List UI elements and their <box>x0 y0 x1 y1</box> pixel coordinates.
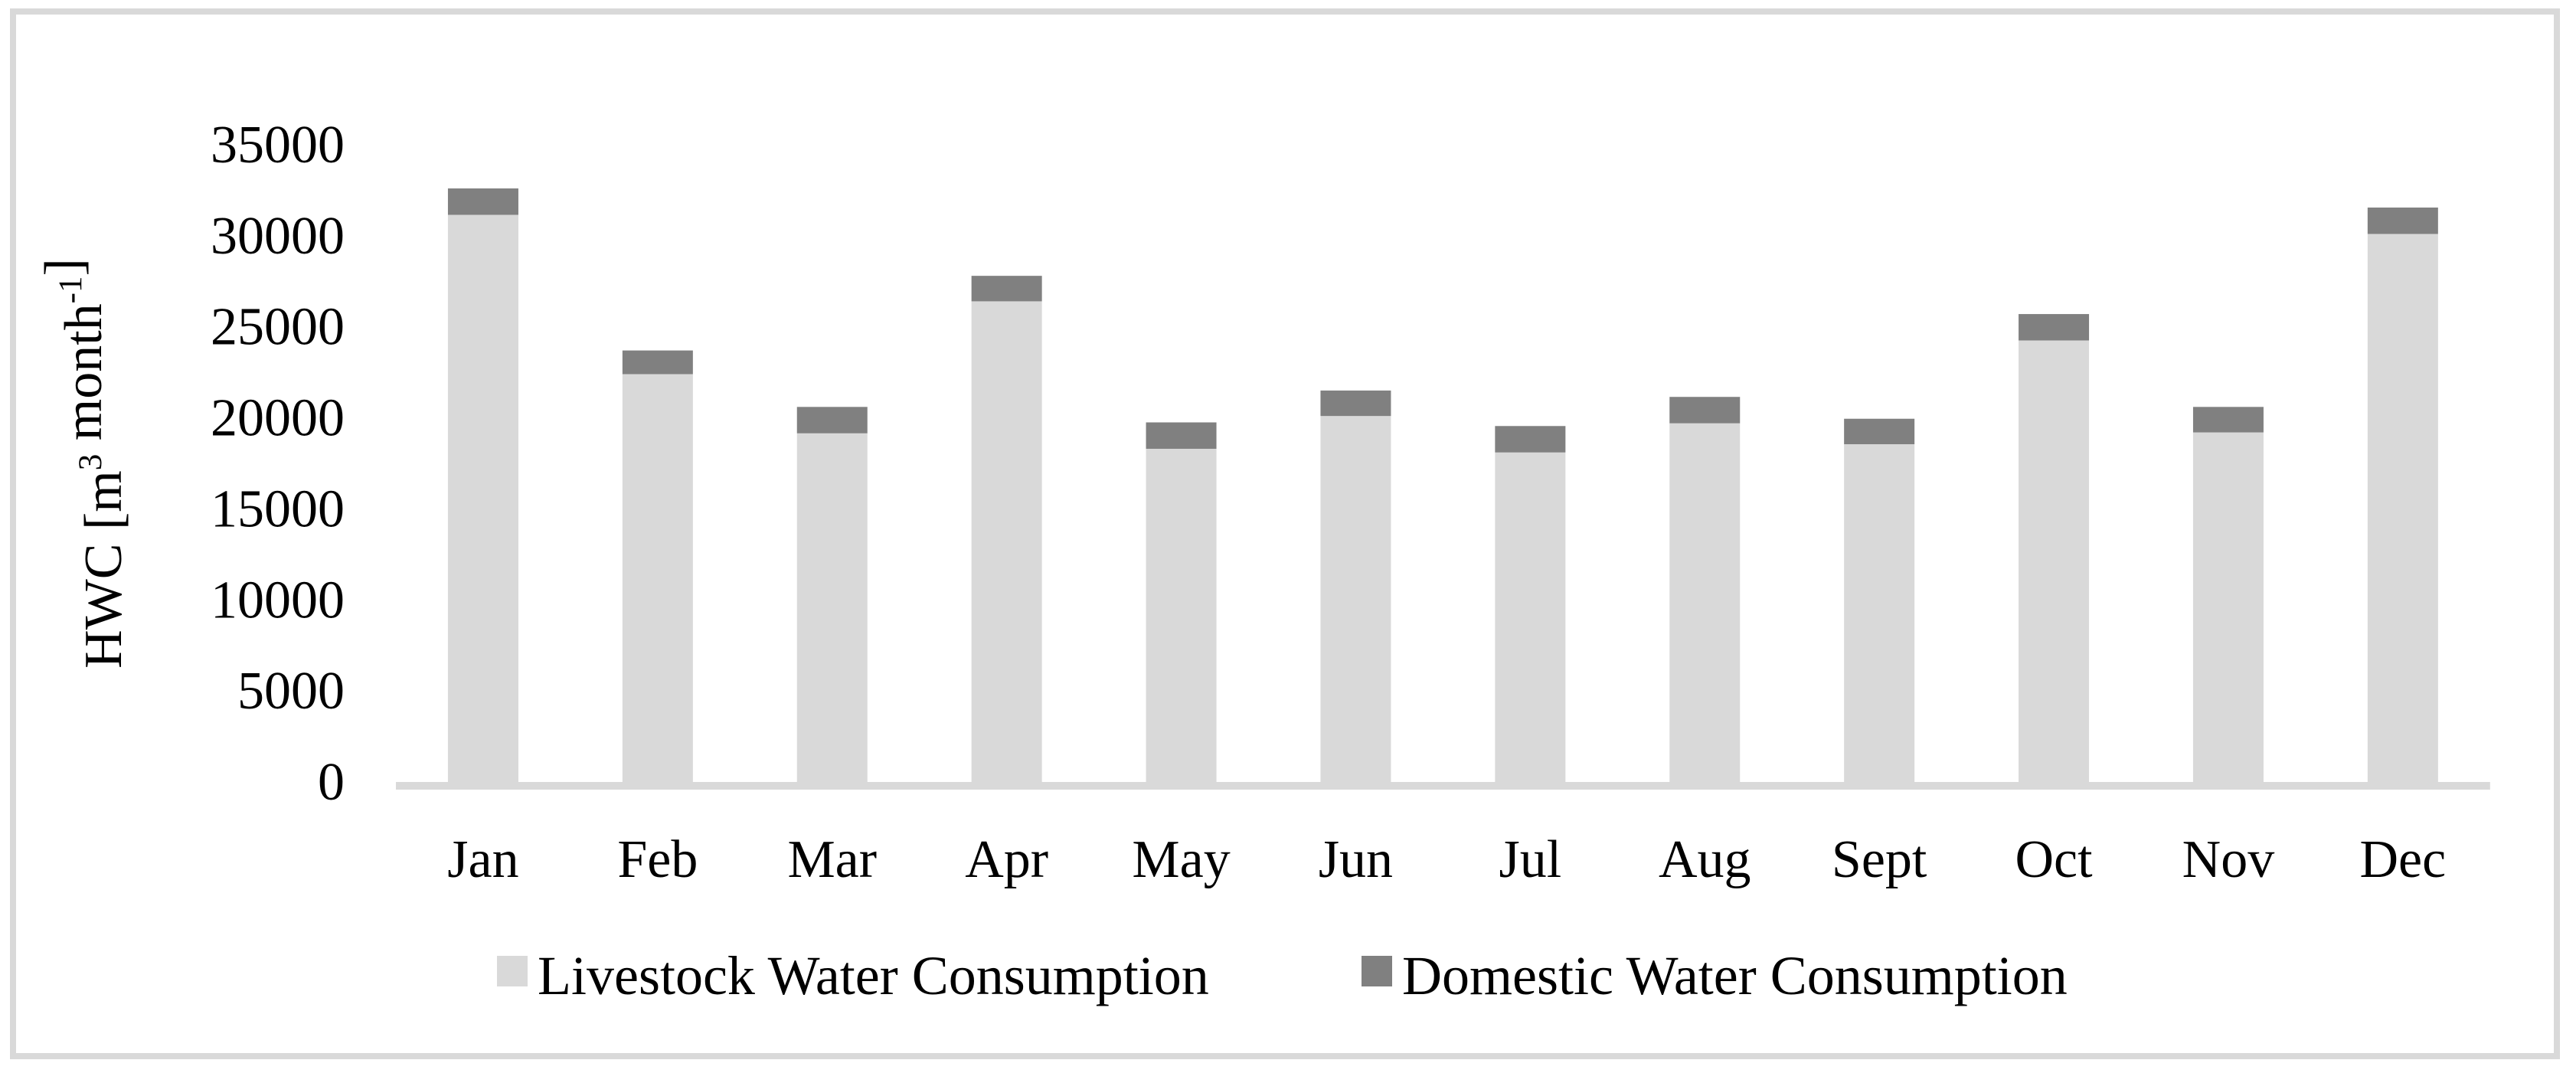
x-tick-label-sept: Sept <box>1832 830 1927 889</box>
x-axis: Jan Feb Mar Apr May Jun Jul Aug Sept Oct Nov Dec <box>447 830 2446 889</box>
y-axis: 0 5000 10000 15000 20000 25000 30000 35000 HWC [… <box>34 116 345 812</box>
legend: Livestock Water Consumption Domestic Wate… <box>497 945 2068 1006</box>
y-tick-label: 25000 <box>211 298 345 357</box>
y-tick-label: 15000 <box>211 479 345 538</box>
y-tick-label: 0 <box>318 753 345 812</box>
x-tick-label-mar: Mar <box>787 830 877 889</box>
y-tick-label: 5000 <box>237 662 345 721</box>
bar-domestic-jun <box>1320 390 1391 417</box>
x-tick-label-feb: Feb <box>617 830 698 889</box>
bar-livestock-mar <box>796 433 868 782</box>
bar-livestock-feb <box>622 374 693 782</box>
bar-domestic-sept <box>1844 418 1915 445</box>
x-tick-label-nov: Nov <box>2182 830 2275 889</box>
legend-swatch-domestic <box>1362 956 1392 986</box>
bar-livestock-jan <box>447 214 518 782</box>
legend-label-domestic: Domestic Water Consumption <box>1402 945 2068 1006</box>
bar-livestock-may <box>1146 448 1217 782</box>
bar-livestock-nov <box>2192 432 2264 782</box>
bar-livestock-dec <box>2367 234 2438 783</box>
bar-domestic-aug <box>1669 397 1741 424</box>
y-tick-label: 35000 <box>211 116 345 175</box>
x-tick-label-jul: Jul <box>1499 830 1561 889</box>
x-tick-label-aug: Aug <box>1659 830 1751 889</box>
y-tick-label: 30000 <box>211 207 345 266</box>
bar-livestock-oct <box>2019 340 2090 782</box>
x-tick-label-apr: Apr <box>965 830 1048 889</box>
x-tick-label-jan: Jan <box>447 830 518 889</box>
y-axis-title: HWC [m3 month-1] <box>34 258 133 669</box>
x-tick-label-jun: Jun <box>1319 830 1393 889</box>
bar-domestic-dec <box>2367 207 2438 234</box>
x-tick-label-dec: Dec <box>2359 830 2446 889</box>
legend-swatch-livestock <box>497 956 528 986</box>
bar-domestic-may <box>1146 422 1217 449</box>
bar-domestic-nov <box>2192 407 2264 433</box>
bar-livestock-apr <box>971 301 1042 782</box>
bar-domestic-jul <box>1495 426 1566 453</box>
bar-domestic-feb <box>622 350 693 375</box>
bar-domestic-mar <box>796 407 868 433</box>
plot-area <box>396 188 2490 790</box>
y-tick-label: 10000 <box>211 571 345 630</box>
bar-livestock-sept <box>1844 444 1915 782</box>
y-tick-label: 20000 <box>211 389 345 448</box>
bar-domestic-oct <box>2019 314 2090 341</box>
figure-frame <box>10 8 2560 1059</box>
x-tick-label-oct: Oct <box>2015 830 2094 889</box>
legend-label-livestock: Livestock Water Consumption <box>538 945 1209 1006</box>
bar-livestock-jul <box>1495 452 1566 782</box>
bar-domestic-apr <box>971 276 1042 302</box>
bar-livestock-jun <box>1320 416 1391 782</box>
bar-livestock-aug <box>1669 423 1741 782</box>
bar-domestic-jan <box>447 188 518 215</box>
x-tick-label-may: May <box>1132 830 1230 889</box>
